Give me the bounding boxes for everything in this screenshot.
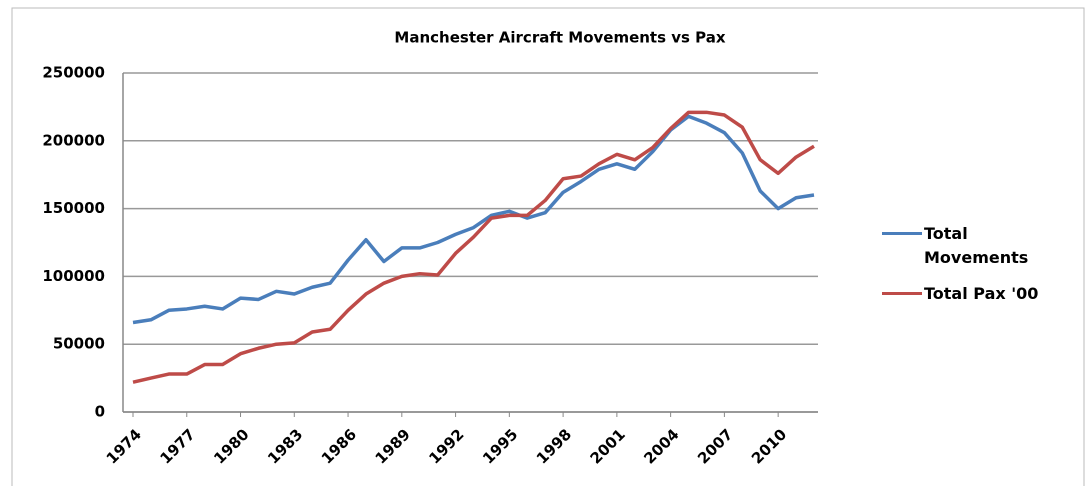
line-series: [132, 114, 815, 325]
x-tick-label: 1989: [372, 425, 414, 467]
legend-label: Total Movements: [924, 224, 1029, 267]
x-tick-label: 1980: [210, 425, 252, 467]
x-tick-label: 1995: [479, 425, 521, 467]
legend-swatch: [882, 292, 922, 295]
x-tick-label: 1983: [264, 425, 306, 467]
chart-title: Manchester Aircraft Movements vs Pax: [394, 29, 725, 47]
chart-frame: [11, 7, 1085, 486]
line-series: [132, 110, 815, 384]
x-tick-label: 2001: [587, 425, 629, 467]
y-tick-label: 0: [95, 403, 105, 421]
legend-label: Total Pax '00: [924, 284, 1039, 303]
y-tick-label: 200000: [42, 131, 105, 149]
x-tick-label: 2004: [640, 425, 682, 467]
x-tick-label: 1998: [533, 425, 575, 467]
x-tick-label: 1974: [103, 425, 145, 467]
x-tick-label: 2007: [694, 425, 736, 467]
legend-swatch: [882, 232, 922, 235]
x-tick-label: 1986: [318, 425, 360, 467]
x-tick-label: 2010: [748, 425, 790, 467]
x-tick-label: 1977: [157, 425, 199, 467]
x-tick-label: 1992: [425, 425, 467, 467]
y-tick-label: 150000: [42, 199, 105, 217]
y-tick-label: 50000: [53, 335, 105, 353]
y-tick-label: 100000: [42, 267, 105, 285]
y-tick-label: 250000: [42, 64, 105, 82]
